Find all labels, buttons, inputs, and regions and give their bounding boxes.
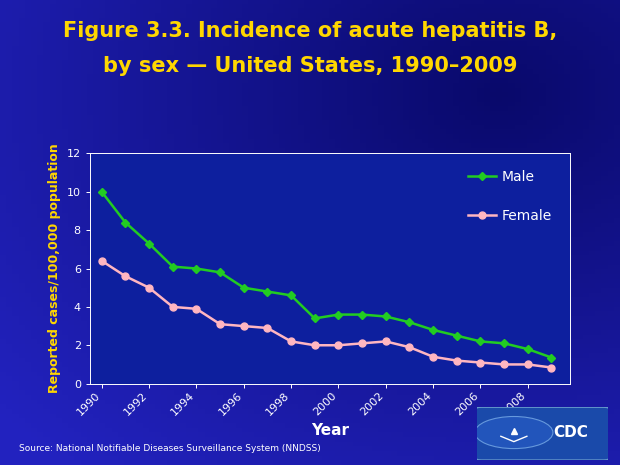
Female — [500, 362, 508, 367]
Female — [405, 345, 413, 350]
Line: Male: Male — [99, 189, 554, 361]
Female — [358, 340, 366, 346]
Circle shape — [475, 417, 553, 449]
Male — [358, 312, 366, 318]
Female — [240, 323, 247, 329]
Male — [240, 285, 247, 291]
Male — [405, 319, 413, 325]
Male — [311, 316, 319, 321]
X-axis label: Year: Year — [311, 423, 349, 438]
Male — [264, 289, 271, 294]
Text: Source: National Notifiable Diseases Surveillance System (NNDSS): Source: National Notifiable Diseases Sur… — [19, 445, 321, 453]
Male — [335, 312, 342, 318]
Male — [453, 333, 461, 339]
Y-axis label: Reported cases/100,000 population: Reported cases/100,000 population — [48, 144, 61, 393]
Female — [145, 285, 153, 291]
Text: CDC: CDC — [554, 425, 588, 440]
Legend: Male, Female: Male, Female — [461, 163, 559, 230]
Male — [288, 292, 295, 298]
Line: Female: Female — [98, 258, 555, 371]
Female — [524, 362, 531, 367]
Female — [547, 365, 555, 370]
Female — [264, 325, 271, 331]
Female — [169, 304, 177, 310]
Male — [145, 241, 153, 246]
Female — [122, 273, 129, 279]
Female — [477, 360, 484, 365]
Male — [430, 327, 437, 333]
Female — [311, 342, 319, 348]
Male — [382, 314, 389, 319]
Male — [216, 270, 224, 275]
Female — [335, 342, 342, 348]
Male — [547, 355, 555, 360]
Text: Figure 3.3. Incidence of acute hepatitis B,: Figure 3.3. Incidence of acute hepatitis… — [63, 21, 557, 41]
Female — [98, 258, 105, 264]
Female — [430, 354, 437, 359]
Male — [98, 189, 105, 195]
Female — [382, 339, 389, 344]
Female — [288, 339, 295, 344]
Male — [193, 266, 200, 272]
Male — [477, 339, 484, 344]
Female — [193, 306, 200, 312]
Male — [500, 340, 508, 346]
FancyBboxPatch shape — [475, 407, 610, 460]
Female — [216, 321, 224, 327]
Male — [122, 220, 129, 226]
Male — [524, 346, 531, 352]
Text: by sex — United States, 1990–2009: by sex — United States, 1990–2009 — [103, 56, 517, 76]
Female — [453, 358, 461, 364]
Male — [169, 264, 177, 269]
